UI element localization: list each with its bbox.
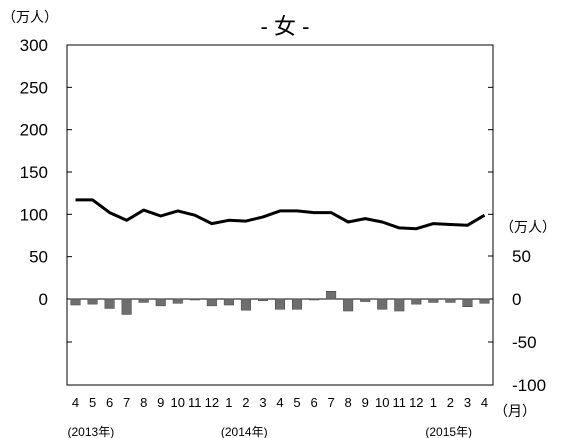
x-tick-label: 6: [106, 395, 113, 410]
bar: [240, 298, 251, 311]
left-tick-label: 200: [20, 121, 48, 140]
chart-title: - 女 -: [261, 14, 310, 39]
bar: [70, 298, 81, 306]
bar: [257, 298, 268, 301]
right-tick-label: 50: [512, 247, 531, 266]
right-tick-label: -50: [512, 333, 537, 352]
bar: [309, 298, 320, 301]
bar: [138, 298, 149, 303]
x-tick-label: 12: [409, 395, 423, 410]
left-tick-label: 150: [20, 163, 48, 182]
line-series: [75, 198, 486, 231]
bar: [343, 298, 354, 312]
x-tick-label: 4: [72, 395, 79, 410]
x-tick-label: 6: [310, 395, 317, 410]
bar: [411, 298, 422, 305]
x-tick-label: 7: [328, 395, 335, 410]
x-tick-label: 4: [481, 395, 488, 410]
left-tick-label: 0: [39, 290, 48, 309]
bar: [121, 298, 132, 315]
bar: [445, 298, 456, 303]
bar: [428, 298, 439, 303]
x-tick-label: 3: [259, 395, 266, 410]
x-tick-label: 4: [276, 395, 283, 410]
x-tick-label: 11: [393, 395, 407, 410]
x-axis-unit: （月）: [494, 403, 536, 419]
bar: [326, 291, 337, 300]
left-tick-label: 300: [20, 36, 48, 55]
year-label: (2014年): [221, 425, 268, 438]
bar: [360, 298, 371, 302]
x-tick-label: 2: [447, 395, 454, 410]
bar: [394, 298, 405, 312]
right-tick-label: 0: [512, 290, 521, 309]
left-tick-label: 250: [20, 78, 48, 97]
bar: [274, 298, 286, 310]
x-tick-label: 5: [293, 395, 300, 410]
bar: [189, 298, 200, 301]
year-label: (2013年): [68, 425, 115, 438]
bar: [479, 298, 490, 304]
right-tick-label: -100: [512, 376, 546, 395]
left-axis-unit: （万人）: [2, 9, 58, 25]
x-tick-label: 3: [464, 395, 471, 410]
right-axis-unit: （万人）: [500, 219, 556, 235]
x-tick-label: 9: [362, 395, 369, 410]
bar: [223, 298, 234, 306]
bar: [206, 298, 217, 307]
x-tick-label: 10: [375, 395, 389, 410]
bar: [292, 298, 303, 310]
x-tick-label: 5: [89, 395, 96, 410]
bar: [87, 298, 98, 305]
left-tick-label: 50: [29, 248, 48, 267]
x-tick-label: 7: [123, 395, 130, 410]
x-tick-label: 9: [157, 395, 164, 410]
x-tick-label: 11: [188, 395, 202, 410]
bar: [104, 298, 115, 309]
x-tick-label: 10: [171, 395, 185, 410]
bar: [172, 298, 183, 304]
x-tick-label: 1: [430, 395, 437, 410]
bar: [377, 298, 388, 310]
year-label: (2015年): [425, 425, 472, 438]
x-tick-label: 8: [140, 395, 147, 410]
left-tick-label: 100: [20, 205, 48, 224]
x-tick-label: 12: [205, 395, 219, 410]
bar: [462, 298, 473, 307]
x-tick-label: 2: [242, 395, 249, 410]
x-tick-label: 1: [225, 395, 232, 410]
x-tick-label: 8: [345, 395, 352, 410]
bar: [155, 298, 166, 307]
plot-frame: [66, 44, 494, 386]
